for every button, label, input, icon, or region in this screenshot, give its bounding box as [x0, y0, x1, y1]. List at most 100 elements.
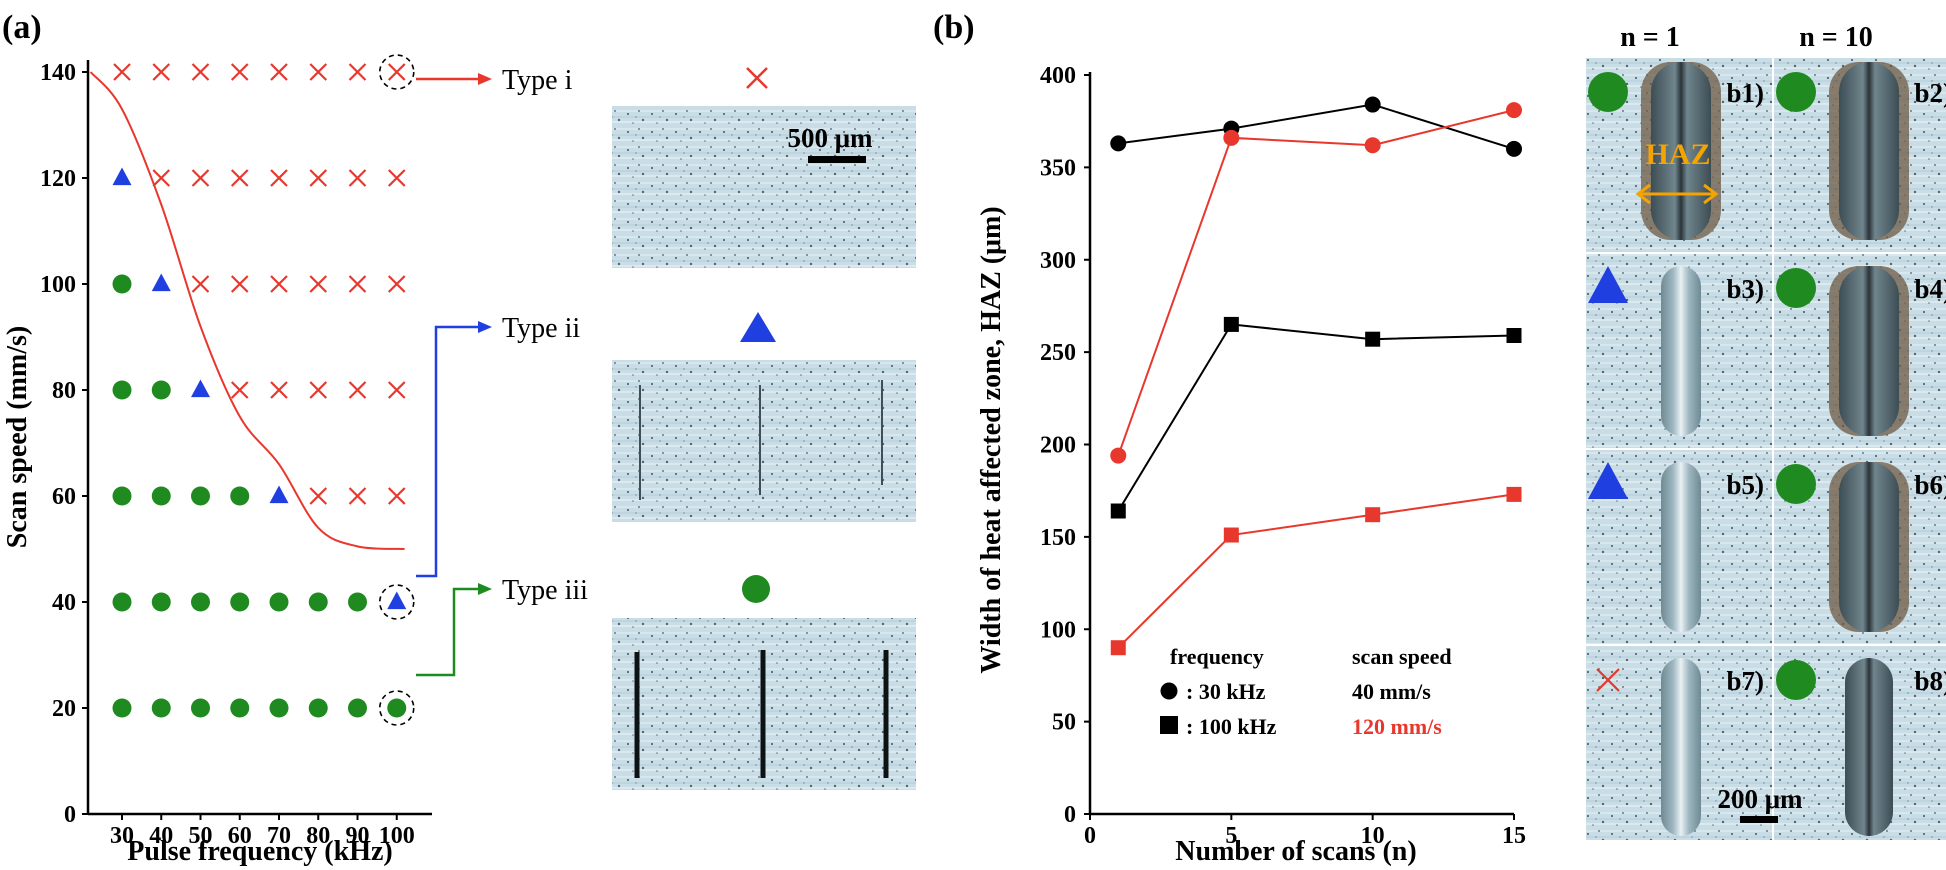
- a-x-tick-label: 50: [189, 823, 213, 849]
- type-iii-micrograph: [612, 618, 916, 790]
- a-point-cross: [230, 63, 249, 81]
- a-x-tick-label: 90: [346, 823, 370, 849]
- micrograph-id: b8): [1914, 666, 1946, 696]
- micrograph-b4: b4): [1774, 254, 1946, 448]
- micrograph-b3: b3): [1586, 254, 1772, 448]
- a-point-cross: [230, 169, 249, 187]
- a-point-circle: [151, 592, 171, 612]
- a-point-cross: [309, 63, 328, 81]
- micrograph-id: b1): [1726, 78, 1764, 108]
- micrograph-id: b4): [1914, 274, 1946, 304]
- a-x-axis-label: Pulse frequency (kHz): [127, 836, 392, 867]
- b-point: [1365, 331, 1381, 347]
- type-i-cross-icon: [746, 67, 768, 89]
- micrograph-triangle-icon: [1588, 462, 1628, 499]
- b-y-axis-label: Width of heat affected zone, HAZ (μm): [976, 206, 1007, 673]
- a-point-circle: [151, 486, 171, 506]
- b-x-tick-label: 10: [1361, 823, 1385, 849]
- micrograph-circle-icon: [1776, 268, 1816, 308]
- legend-circle-icon: [1160, 682, 1178, 700]
- type-ii-arrowhead: [478, 321, 492, 333]
- a-point-cross: [348, 169, 367, 187]
- b-y-tick-label: 150: [1040, 525, 1076, 551]
- boundary-curve: [89, 71, 405, 550]
- b-x-tick-label: 15: [1502, 823, 1526, 849]
- haz-plot: 0 50 100 150 200 250 300 350 400 0 5 10 15 Number o…: [976, 63, 1526, 867]
- b-point: [1506, 486, 1522, 502]
- a-point-cross: [270, 63, 288, 81]
- a-point-cross: [348, 381, 367, 399]
- a-point-cross: [113, 63, 131, 81]
- a-point-cross: [191, 63, 210, 81]
- b-point: [1223, 527, 1239, 543]
- col-header-n1: n = 1: [1620, 22, 1680, 53]
- a-highlight-ring: [378, 690, 415, 726]
- a-point-circle: [191, 698, 210, 718]
- b-series-3: [1110, 486, 1522, 656]
- type-iii-arrowhead: [478, 583, 492, 595]
- b-point: [1364, 96, 1381, 113]
- a-point-circle: [230, 486, 250, 506]
- a-point-circle: [269, 698, 289, 718]
- b-series-line: [1117, 493, 1515, 649]
- a-point-triangle: [191, 379, 210, 398]
- b-series-2: [1110, 316, 1522, 519]
- a-y-axis-label: Scan speed (mm/s): [2, 326, 33, 548]
- a-point-circle: [387, 698, 407, 718]
- b-point: [1110, 447, 1127, 464]
- scale-bar-200: [1740, 816, 1778, 823]
- a-point-triangle: [269, 485, 289, 504]
- a-point-circle: [112, 486, 132, 506]
- b-series-line: [1117, 109, 1515, 456]
- scale-bar-500: [808, 156, 866, 163]
- legend-frequency-header: frequency: [1170, 644, 1264, 669]
- b-point: [1506, 327, 1522, 343]
- type-i-label: Type i: [502, 65, 573, 96]
- micrograph-circle-icon: [1588, 72, 1628, 112]
- a-point-cross: [191, 275, 210, 293]
- a-point-circle: [230, 592, 250, 612]
- a-point-circle: [112, 274, 132, 294]
- a-point-circle: [191, 592, 210, 612]
- b-series-line: [1117, 323, 1515, 512]
- type-connectors: [416, 73, 492, 677]
- type-ii-label: Type ii: [502, 313, 580, 344]
- b-y-tick-label: 250: [1040, 340, 1076, 366]
- a-point-circle: [112, 698, 132, 718]
- legend-speed-120: 120 mm/s: [1352, 714, 1442, 739]
- micrograph-circle-icon: [1776, 464, 1816, 504]
- a-point-cross: [387, 381, 406, 399]
- scale-bar-200-label: 200 μm: [1717, 784, 1803, 814]
- b-series-1: [1110, 102, 1522, 464]
- a-point-cross: [387, 169, 406, 187]
- b-point: [1506, 140, 1522, 157]
- type-ii-micrograph: [612, 360, 916, 522]
- a-point-cross: [270, 381, 288, 399]
- a-point-triangle: [387, 591, 407, 610]
- a-point-cross: [348, 487, 367, 505]
- micrograph-b2: b2): [1774, 58, 1946, 252]
- a-x-tick-label: 70: [267, 823, 291, 849]
- a-y-tick-label: 0: [64, 802, 76, 828]
- a-point-cross: [387, 63, 406, 81]
- b-point: [1223, 316, 1239, 332]
- a-point-cross: [387, 487, 406, 505]
- a-point-cross: [309, 381, 328, 399]
- b-point: [1110, 503, 1126, 519]
- panel-b-label: (b): [933, 9, 975, 46]
- type-labels: Type i Type ii Type iii: [502, 65, 776, 606]
- type-ii-connector: [416, 325, 482, 578]
- legend-freq-100: : 100 kHz: [1186, 714, 1277, 739]
- a-x-tick-label: 100: [379, 823, 415, 849]
- b-legend: frequency scan speed : 30 kHz : 100 kHz …: [1160, 644, 1452, 739]
- legend-square-icon: [1160, 716, 1178, 734]
- a-point-circle: [308, 698, 328, 718]
- b-y-tick-label: 100: [1040, 617, 1076, 643]
- a-point-cross: [152, 169, 171, 187]
- micrograph-id: b2): [1914, 78, 1946, 108]
- b-y-tick-label: 50: [1052, 710, 1076, 736]
- a-y-tick-label: 60: [52, 484, 76, 510]
- micrograph-circle-icon: [1776, 72, 1816, 112]
- legend-freq-30: : 30 kHz: [1186, 679, 1266, 704]
